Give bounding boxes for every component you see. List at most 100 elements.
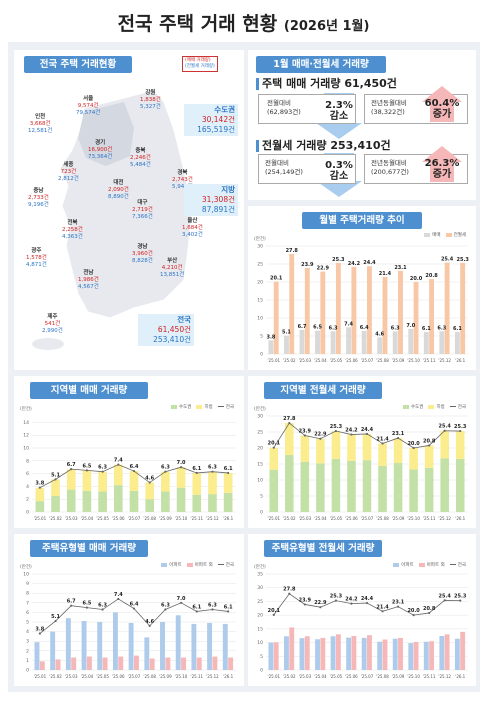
x-tick-label: '25.10 (175, 674, 188, 679)
x-tick-label: '25.01 (267, 674, 280, 679)
bar (347, 434, 356, 461)
legend-item: 지방 (196, 404, 213, 410)
bar (361, 330, 367, 354)
map-panel: 전국 주택 거래현황 (매매 거래량) (전월세 거래량) 서울 9,574건 79… (14, 50, 244, 370)
y-tick-label: 12 (23, 433, 29, 439)
legend-trade: (매매 거래량) (185, 58, 211, 63)
bar (181, 657, 186, 670)
legend-swatch (196, 404, 203, 409)
chart-unit: (만건) (254, 237, 266, 242)
data-label: 6.3 (161, 465, 170, 471)
x-tick-label: '25.04 (314, 358, 327, 363)
legend-swatch (403, 404, 410, 409)
legend-label: 전월세 (453, 233, 466, 238)
data-label: 5.1 (282, 330, 291, 336)
x-tick-label: '25.02 (283, 516, 296, 521)
data-label: 24.4 (361, 596, 374, 602)
legend-label: 아파트 (169, 563, 182, 568)
line-point (70, 468, 73, 471)
bar (134, 655, 139, 670)
data-label: 6.3 (329, 325, 338, 331)
x-tick-label: '25.08 (376, 674, 389, 679)
line-point (443, 429, 446, 432)
bar (50, 631, 56, 670)
x-tick-label: '25.08 (376, 516, 389, 521)
legend-swatch (449, 564, 456, 565)
jeju-shape (32, 338, 64, 350)
data-label: 27.8 (283, 587, 296, 593)
legend-item: 전국 (217, 404, 234, 410)
bar (392, 638, 398, 670)
x-tick-label: '25.03 (65, 516, 78, 521)
legend-item: 전월세 (445, 232, 466, 238)
bar (351, 266, 357, 354)
region-label: 광주 1,578건 4,871건 (26, 248, 47, 268)
bar (377, 337, 383, 354)
bar (289, 253, 295, 354)
x-tick-label: '25.12 (206, 516, 219, 521)
bar (71, 657, 77, 670)
rent-total: 전월세 거래량 253,410건 (256, 140, 391, 152)
data-label: 23.9 (301, 262, 314, 268)
data-label: 24.2 (345, 428, 358, 434)
bar (160, 622, 165, 670)
bar (98, 491, 107, 512)
data-label: 6.7 (67, 462, 76, 468)
legend-item: 아파트 외 (186, 562, 213, 568)
trade-total: 주택 매매 거래량 61,450건 (256, 78, 397, 90)
legend-swatch (217, 406, 224, 407)
bar (55, 659, 61, 670)
data-label: 6.3 (98, 465, 107, 471)
legend-swatch (393, 562, 400, 567)
data-label: 25.3 (330, 594, 343, 600)
chart-title: 지역별 전월세 거래량 (264, 382, 382, 399)
bar (347, 460, 356, 512)
bar (82, 470, 92, 491)
y-tick-label: 0 (260, 510, 263, 516)
region-label: 경남 3,960건 8,828건 (132, 244, 153, 264)
bar (144, 637, 150, 670)
data-label: 6.3 (437, 325, 446, 331)
region-label: 대구 2,719건 7,366건 (132, 200, 153, 220)
region-label: 울산 1,684건 3,402건 (182, 218, 203, 238)
regional-rent-panel: 지역별 전월세 거래량 (만건) 수도권 지방 전국 0 5 10 15 20 25 30 '25.01… (248, 376, 476, 528)
page-title: 전국 주택 거래 현황 (2026년 1월) (117, 13, 370, 35)
bar (300, 461, 310, 512)
chart-unit: (만건) (20, 407, 32, 412)
data-label: 6.4 (130, 602, 139, 608)
data-label: 20.1 (270, 276, 283, 282)
line-point (148, 624, 151, 627)
legend-item: 아파트 (161, 562, 182, 568)
bar (128, 622, 134, 670)
bar (331, 431, 341, 459)
chart-title: 지역별 매매 거래량 (30, 382, 148, 399)
region-label: 경북 2,743건 5,944건 (172, 170, 193, 190)
bar (86, 656, 92, 670)
x-tick-label: '26.1 (223, 674, 233, 679)
legend-label: 지방 (436, 405, 445, 410)
data-label: 6.3 (391, 325, 400, 331)
region-label: 제주 541건 2,990건 (42, 314, 63, 334)
x-tick-label: '25.05 (96, 674, 109, 679)
legend-item: 지방 (428, 404, 445, 410)
x-tick-label: '25.12 (438, 516, 451, 521)
trade-mom-pct: 2.3% 감소 (325, 100, 353, 122)
bar (113, 464, 123, 486)
data-label: 24.2 (348, 261, 361, 267)
bar (176, 467, 186, 488)
infographic-panel: 전국 주택 거래현황 (매매 거래량) (전월세 거래량) 서울 9,574건 79… (8, 42, 480, 692)
bar (35, 487, 45, 502)
rent-mom-pct: 0.3% 감소 (325, 160, 353, 182)
x-tick-label: '25.01 (267, 358, 280, 363)
data-label: 4.6 (375, 331, 384, 337)
line-point (459, 599, 462, 602)
bar (440, 430, 449, 459)
type-rent-panel: 주택유형별 전월세 거래량 (만건) 아파트 아파트 외 전국 0 5 10 15 20 25 30 3… (248, 534, 476, 686)
bar (392, 331, 398, 354)
y-tick-label: 1 (26, 658, 29, 664)
data-label: 24.4 (363, 260, 376, 266)
legend-item: 전국 (449, 404, 466, 410)
x-tick-label: '25.06 (345, 358, 358, 363)
x-tick-label: '25.02 (283, 358, 296, 363)
line-point (381, 610, 384, 613)
